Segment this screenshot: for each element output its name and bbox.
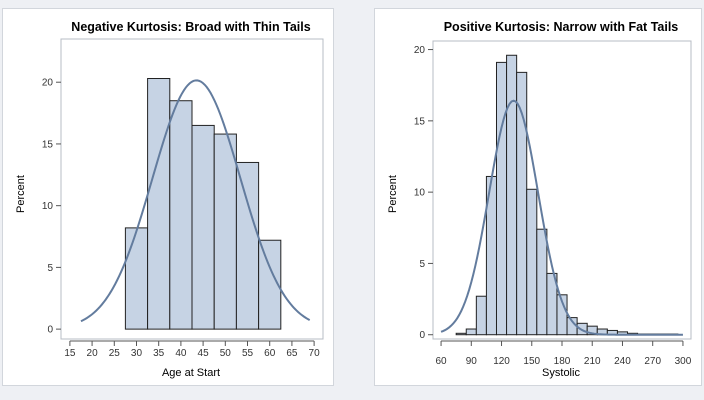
chart-title: Negative Kurtosis: Broad with Thin Tails xyxy=(71,20,310,34)
x-tick-label: 15 xyxy=(64,348,76,359)
chart-title: Positive Kurtosis: Narrow with Fat Tails xyxy=(444,20,679,34)
histogram-bar xyxy=(124,227,149,330)
chart-panel-positive-kurtosis: Positive Kurtosis: Narrow with Fat Tails… xyxy=(374,8,702,386)
x-tick-label: 270 xyxy=(644,356,661,367)
x-tick-label: 50 xyxy=(220,348,232,359)
x-tick-label: 60 xyxy=(436,356,448,367)
y-tick-label: 0 xyxy=(47,325,53,336)
histogram-bar xyxy=(191,124,215,330)
histogram-bar xyxy=(258,239,282,330)
x-tick-label: 90 xyxy=(466,356,478,367)
histogram-bar xyxy=(169,100,193,330)
chart-panel-negative-kurtosis: Negative Kurtosis: Broad with Thin Tails… xyxy=(2,8,334,386)
y-axis-label: Percent xyxy=(15,175,27,213)
y-tick-label: 10 xyxy=(42,201,54,212)
y-tick-label: 15 xyxy=(42,139,54,150)
y-tick-label: 5 xyxy=(419,259,425,270)
x-axis-label: Age at Start xyxy=(162,367,220,379)
y-axis-label: Percent xyxy=(387,175,399,213)
x-tick-label: 120 xyxy=(493,356,510,367)
histogram-bar xyxy=(475,295,487,336)
x-tick-label: 180 xyxy=(554,356,571,367)
histogram-bar xyxy=(235,161,260,330)
x-tick-label: 60 xyxy=(264,348,276,359)
x-tick-label: 300 xyxy=(675,356,692,367)
histogram-bar xyxy=(506,54,518,336)
histogram-bar xyxy=(465,328,477,336)
x-tick-label: 45 xyxy=(198,348,210,359)
y-tick-label: 10 xyxy=(414,188,426,199)
y-tick-label: 5 xyxy=(47,263,53,274)
x-tick-label: 30 xyxy=(131,348,143,359)
x-tick-label: 25 xyxy=(109,348,121,359)
histogram-bar xyxy=(526,188,538,336)
histogram-bar xyxy=(536,228,548,336)
x-tick-label: 150 xyxy=(523,356,540,367)
x-tick-label: 70 xyxy=(309,348,321,359)
histogram-bar xyxy=(213,133,237,330)
x-tick-label: 55 xyxy=(242,348,254,359)
histogram-positive-kurtosis: Positive Kurtosis: Narrow with Fat Tails… xyxy=(387,20,692,379)
plot-frame xyxy=(60,38,324,340)
y-tick-label: 20 xyxy=(42,78,54,89)
histogram-bar xyxy=(495,61,508,336)
histogram-bar xyxy=(147,78,171,330)
y-tick-label: 0 xyxy=(419,330,425,341)
histogram-bar xyxy=(455,332,467,336)
plot-frame xyxy=(432,40,692,340)
x-tick-label: 40 xyxy=(175,348,187,359)
x-tick-label: 240 xyxy=(614,356,631,367)
x-axis-label: Systolic xyxy=(542,367,580,379)
x-tick-label: 20 xyxy=(87,348,99,359)
normal-density-curve xyxy=(440,99,683,336)
x-tick-label: 65 xyxy=(286,348,298,359)
histogram-negative-kurtosis: Negative Kurtosis: Broad with Thin Tails… xyxy=(15,20,324,379)
x-tick-label: 35 xyxy=(153,348,165,359)
y-tick-label: 15 xyxy=(414,116,426,127)
y-tick-label: 20 xyxy=(414,45,426,56)
normal-density-curve xyxy=(80,79,311,323)
x-tick-label: 210 xyxy=(584,356,601,367)
